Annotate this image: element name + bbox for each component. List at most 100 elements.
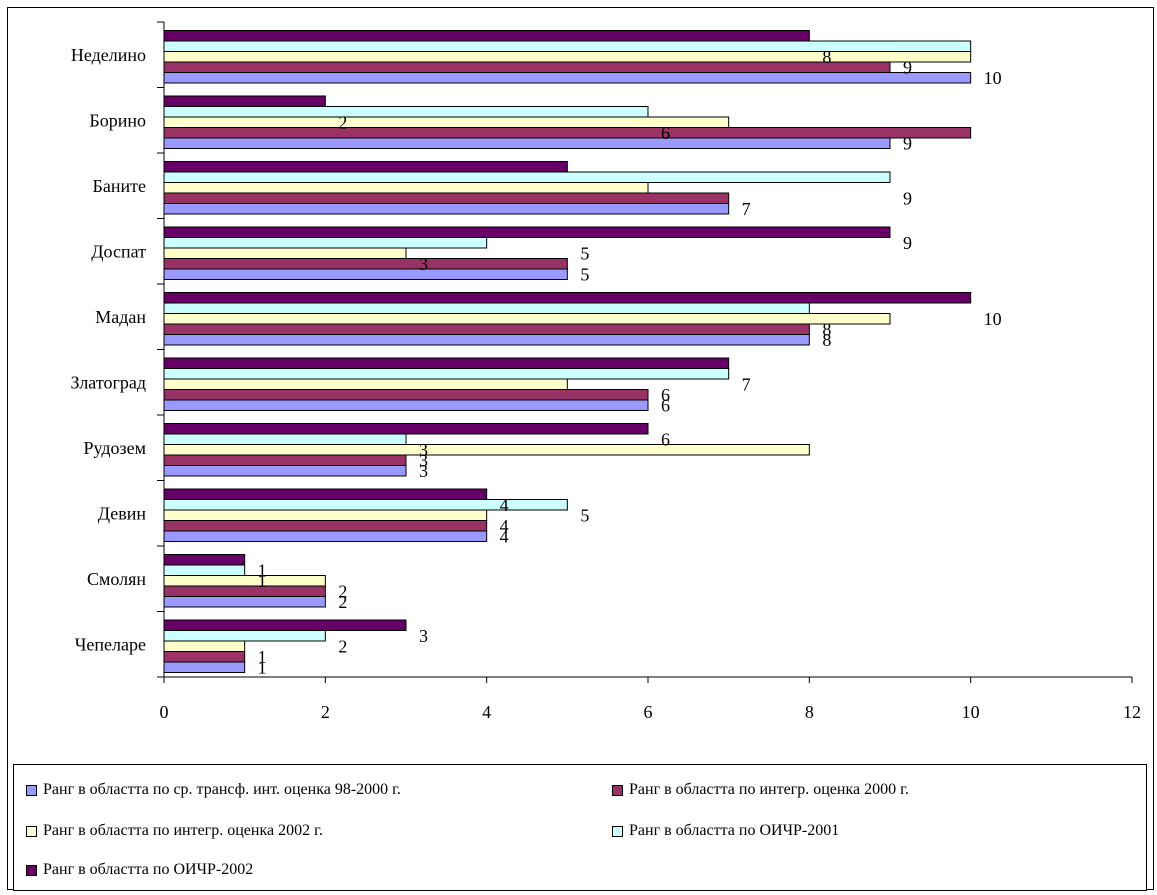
bar-series-5 (163, 30, 810, 42)
x-tick-label: 0 (160, 702, 169, 722)
bar-series-1 (163, 72, 972, 84)
x-tick-label: 10 (962, 702, 980, 722)
data-label: 5 (580, 243, 589, 263)
legend-label-series-2: Ранг в областта по интегр. оценка 2000 г… (629, 781, 909, 798)
bar-series-2 (163, 389, 649, 401)
x-tick-label: 12 (1123, 702, 1141, 722)
data-label: 10 (984, 68, 1002, 88)
data-label: 3 (419, 440, 428, 460)
bar-series-2 (163, 127, 972, 139)
legend-label-series-3: Ранг в областта по интегр. оценка 2002 г… (43, 822, 323, 839)
chart-legend: Ранг в областта по ср. трансф. инт. оцен… (13, 764, 1147, 891)
data-label: 3 (419, 450, 428, 470)
legend-swatch-series-3 (26, 825, 37, 837)
legend-item-series-5: Ранг в областта по ОИЧР-2002 (26, 861, 253, 879)
category-label: Борино (89, 110, 146, 130)
bar-series-3 (163, 116, 730, 128)
data-label: 9 (903, 233, 912, 253)
bar-series-2 (163, 192, 730, 204)
bar-series-4 (163, 237, 488, 249)
data-label: 6 (661, 429, 670, 449)
legend-swatch-series-1 (26, 784, 37, 796)
bar-series-2 (163, 61, 891, 73)
data-label: 4 (500, 495, 509, 515)
bar-series-3 (163, 313, 891, 325)
legend-swatch-series-2 (612, 784, 623, 796)
category-label: Мадан (95, 307, 146, 327)
bar-series-3 (163, 575, 326, 587)
x-tick-label: 4 (482, 702, 491, 722)
bar-series-2 (163, 258, 568, 270)
bar-series-5 (163, 292, 972, 304)
legend-label-series-1: Ранг в областта по ср. трансф. инт. оцен… (43, 781, 401, 798)
bar-series-5 (163, 423, 649, 435)
legend-label-series-5: Ранг в областта по ОИЧР-2002 (43, 861, 254, 878)
bar-series-4 (163, 368, 730, 380)
data-label: 4 (500, 526, 509, 546)
data-label: 7 (742, 199, 751, 219)
data-label: 2 (338, 112, 347, 132)
data-label: 5 (580, 505, 589, 525)
category-label: Доспат (91, 241, 146, 261)
data-label: 8 (822, 319, 831, 339)
bar-series-5 (163, 161, 568, 173)
bar-series-4 (163, 302, 810, 314)
data-label: 4 (500, 516, 509, 536)
data-label: 9 (903, 57, 912, 77)
bar-series-5 (163, 619, 407, 631)
bar-series-3 (163, 640, 246, 652)
x-tick-label: 2 (321, 702, 330, 722)
bar-series-4 (163, 171, 891, 183)
legend-label-series-4: Ранг в областта по ОИЧР-2001 (629, 822, 840, 839)
data-label: 1 (258, 571, 267, 591)
legend-swatch-series-5 (26, 864, 37, 876)
bar-series-1 (163, 137, 891, 149)
bar-series-2 (163, 585, 326, 597)
data-label: 3 (419, 626, 428, 646)
bar-series-3 (163, 247, 407, 259)
bar-series-5 (163, 226, 891, 238)
data-label: 2 (338, 581, 347, 601)
bar-series-1 (163, 399, 649, 411)
data-label: 9 (903, 188, 912, 208)
x-tick-label: 6 (644, 702, 653, 722)
data-label: 9 (903, 133, 912, 153)
category-label: Рудозем (83, 438, 146, 458)
data-label: 2 (338, 592, 347, 612)
legend-item-series-3: Ранг в областта по интегр. оценка 2002 г… (26, 822, 323, 840)
data-label: 2 (338, 636, 347, 656)
bar-series-2 (163, 520, 488, 532)
bar-series-5 (163, 95, 326, 107)
data-label: 3 (419, 461, 428, 481)
data-label: 10 (984, 309, 1002, 329)
bar-series-1 (163, 203, 730, 215)
bar-series-5 (163, 357, 730, 369)
bar-series-1 (163, 596, 326, 608)
bar-series-4 (163, 106, 649, 118)
category-label: Девин (98, 503, 147, 523)
data-label: 1 (258, 647, 267, 667)
data-label: 7 (742, 374, 751, 394)
category-label: Баните (93, 176, 146, 196)
bar-series-1 (163, 530, 488, 542)
legend-item-series-1: Ранг в областта по ср. трансф. инт. оцен… (26, 781, 401, 799)
legend-item-series-4: Ранг в областта по ОИЧР-2001 (612, 822, 839, 840)
bar-series-3 (163, 182, 649, 194)
x-tick-label: 8 (805, 702, 814, 722)
data-label: 1 (258, 657, 267, 677)
bar-series-5 (163, 488, 488, 500)
data-label: 8 (822, 47, 831, 67)
bar-series-2 (163, 454, 407, 466)
data-label: 6 (661, 395, 670, 415)
data-label: 6 (661, 123, 670, 143)
bar-series-3 (163, 509, 488, 521)
legend-item-series-2: Ранг в областта по интегр. оценка 2000 г… (612, 781, 909, 799)
bar-series-2 (163, 651, 246, 663)
bar-series-4 (163, 40, 972, 52)
legend-swatch-series-4 (612, 825, 623, 837)
bar-series-3 (163, 378, 568, 390)
bar-series-3 (163, 51, 972, 63)
data-label: 8 (822, 330, 831, 350)
bar-series-1 (163, 268, 568, 280)
